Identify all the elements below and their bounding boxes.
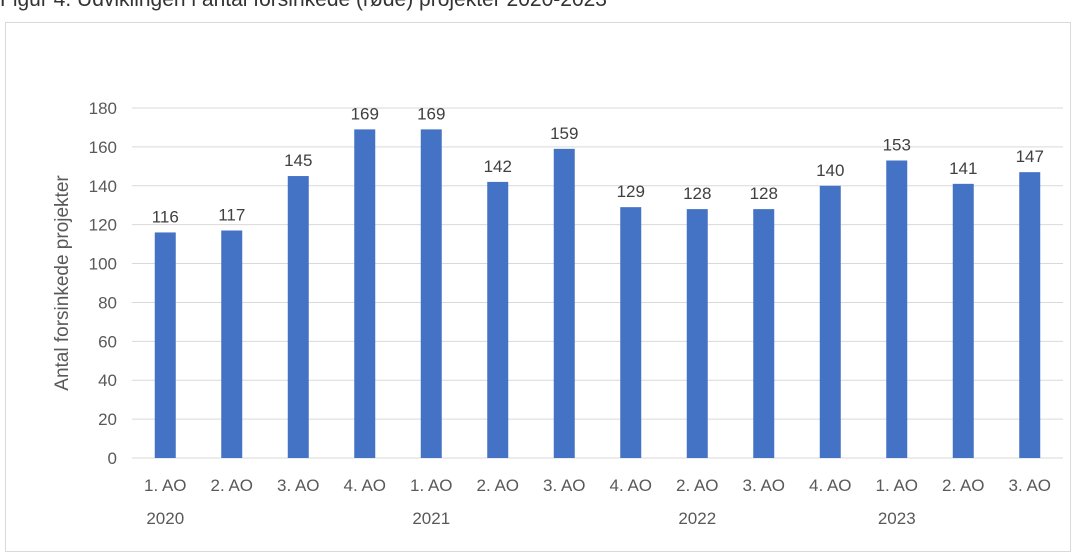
data-labels: 116 117 145 169 169 142 159 129 128 128 140 153 141 1… [152, 104, 1044, 226]
x-tick-label: 3. AO [543, 476, 586, 495]
bars [154, 129, 1041, 459]
x-year-label: 2023 [878, 509, 916, 528]
x-year-label: 2020 [146, 509, 184, 528]
bar [354, 129, 376, 458]
bar [686, 209, 708, 458]
figure-title: Figur 4. Udviklingen i antal forsinkede … [0, 0, 607, 12]
bar-chart: 116 117 145 169 169 142 159 129 128 128 140 153 141 1… [52, 99, 1063, 528]
data-label: 145 [284, 151, 312, 170]
x-tick-label: 3. AO [1008, 476, 1051, 495]
gridlines [132, 107, 1063, 459]
data-label: 169 [351, 104, 379, 123]
bar [1019, 172, 1041, 458]
bar [221, 230, 243, 458]
x-tick-label: 1. AO [875, 476, 918, 495]
bar [154, 232, 176, 458]
y-tick-label: 160 [89, 138, 117, 157]
data-label: 147 [1016, 147, 1044, 166]
x-tick-label: 4. AO [609, 476, 652, 495]
bar [886, 160, 908, 458]
bar [487, 181, 509, 458]
y-tick-label: 120 [89, 216, 117, 235]
y-tick-label: 180 [89, 99, 117, 118]
bar [287, 176, 309, 459]
bar [952, 183, 974, 459]
y-tick-label: 20 [98, 410, 117, 429]
data-label: 142 [484, 157, 512, 176]
y-axis-ticks: 0 20 40 60 80 100 120 140 160 180 [89, 99, 117, 468]
y-tick-label: 100 [89, 255, 117, 274]
x-tick-label: 2. AO [676, 476, 719, 495]
x-axis-ticks: 1. AO 2. AO 3. AO 4. AO 1. AO 2. AO 3. AO 4. AO… [144, 476, 1051, 528]
x-tick-label: 3. AO [742, 476, 785, 495]
y-axis-label: Antal forsinkede projekter [52, 175, 73, 391]
x-tick-label: 2. AO [942, 476, 985, 495]
y-tick-label: 0 [108, 449, 117, 468]
x-year-label: 2021 [412, 509, 450, 528]
x-tick-label: 1. AO [410, 476, 453, 495]
y-tick-label: 140 [89, 177, 117, 196]
x-tick-label: 1. AO [144, 476, 187, 495]
y-tick-label: 60 [98, 332, 117, 351]
x-tick-label: 2. AO [210, 476, 253, 495]
data-label: 128 [750, 184, 778, 203]
data-label: 141 [949, 159, 977, 178]
data-label: 129 [617, 182, 645, 201]
data-label: 159 [550, 124, 578, 143]
bar [553, 148, 575, 459]
bar [620, 207, 642, 458]
data-label: 128 [683, 184, 711, 203]
data-label: 153 [883, 136, 911, 155]
bar [819, 185, 841, 458]
x-tick-label: 2. AO [476, 476, 519, 495]
data-label: 117 [218, 206, 245, 225]
y-tick-label: 80 [98, 293, 117, 312]
y-tick-label: 40 [98, 371, 117, 390]
x-tick-label: 4. AO [809, 476, 852, 495]
x-tick-label: 4. AO [343, 476, 386, 495]
x-year-label: 2022 [678, 509, 716, 528]
bar [420, 129, 442, 458]
data-label: 140 [816, 161, 844, 180]
data-label: 116 [152, 207, 179, 226]
bar [753, 209, 775, 458]
x-tick-label: 3. AO [277, 476, 320, 495]
data-label: 169 [417, 104, 445, 123]
